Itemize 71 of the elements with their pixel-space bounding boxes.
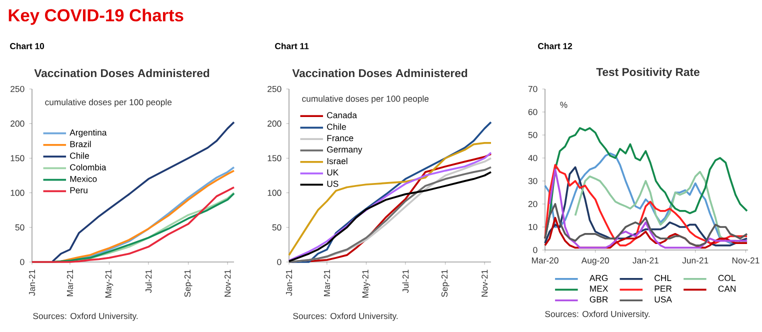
legend-label: CHL xyxy=(654,274,672,282)
legend-label: Peru xyxy=(70,187,88,194)
x-tick-label: Mar-20 xyxy=(532,257,558,264)
x-tick-label: Nov-21 xyxy=(482,270,488,297)
x-tick-label: Nov-21 xyxy=(224,270,231,297)
legend-label: Israel xyxy=(327,158,348,164)
y-tick-label: 50 xyxy=(272,224,282,230)
y-axis-title: % xyxy=(560,102,568,108)
legend-label: CAN xyxy=(718,286,736,292)
legend-label: France xyxy=(327,135,354,142)
y-tick-label: 200 xyxy=(10,120,24,127)
y-tick-label: 200 xyxy=(268,120,282,127)
legend-label: Argentina xyxy=(70,129,107,138)
chart-title: Vaccination Doses Administered xyxy=(292,68,468,78)
x-tick-label: Jul-21 xyxy=(145,270,152,293)
legend-label: MEX xyxy=(590,286,608,292)
x-tick-label: May-21 xyxy=(105,270,114,298)
x-tick-label: Mar-21 xyxy=(66,270,74,296)
legend-label: PER xyxy=(654,286,672,292)
x-tick-label: Aug-20 xyxy=(581,257,609,266)
legend-label: USA xyxy=(654,296,672,302)
y-tick-label: 250 xyxy=(268,86,282,92)
x-tick-label: Sep-21 xyxy=(184,270,192,297)
source-note: Sources: Oxford University. xyxy=(33,312,138,321)
legend-label: Colombia xyxy=(70,164,106,170)
y-tick-label: 150 xyxy=(268,155,282,162)
y-tick-label: 70 xyxy=(528,86,538,92)
text: Key COVID-19 Charts xyxy=(8,8,184,25)
y-tick-label: 0 xyxy=(20,258,24,266)
legend-label: US xyxy=(327,180,338,187)
x-tick-label: Jan-21 xyxy=(28,270,36,296)
chart-title: Vaccination Doses Administered xyxy=(34,68,210,78)
legend-label: Chile xyxy=(327,124,346,130)
legend-label: Mexico xyxy=(70,176,97,182)
y-tick-label: 20 xyxy=(528,200,538,208)
x-tick-label: Jul-21 xyxy=(402,270,409,293)
legend-label: ARG xyxy=(589,274,608,282)
legend-label: Chile xyxy=(70,152,89,159)
y-tick-label: 30 xyxy=(528,178,538,184)
chart-title: Test Positivity Rate xyxy=(596,68,700,78)
x-tick-label: Jun-21 xyxy=(682,257,708,264)
source-note: Sources: Oxford University. xyxy=(545,310,650,319)
legend-label: Brazil xyxy=(70,140,91,148)
legend-label: UK xyxy=(327,169,339,176)
y-tick-label: 150 xyxy=(10,155,24,162)
legend-label: Germany xyxy=(327,146,362,154)
caption: Chart 12 xyxy=(538,42,572,50)
source-note: Sources: Oxford University. xyxy=(293,312,398,321)
x-tick-label: Nov-21 xyxy=(732,257,760,264)
legend-label: COL xyxy=(718,274,736,282)
y-tick-label: 250 xyxy=(10,86,24,92)
caption: Chart 10 xyxy=(10,42,44,50)
y-axis-title: cumulative doses per 100 people xyxy=(302,95,429,104)
y-tick-label: 60 xyxy=(528,108,538,116)
y-tick-label: 100 xyxy=(10,190,24,196)
legend-label: GBR xyxy=(590,296,608,302)
y-tick-label: 50 xyxy=(15,224,24,230)
y-tick-label: 0 xyxy=(277,258,282,266)
x-tick-label: May-21 xyxy=(362,270,370,298)
y-tick-label: 10 xyxy=(528,224,538,230)
y-tick-label: 0 xyxy=(533,246,538,254)
y-tick-label: 50 xyxy=(528,132,538,138)
y-tick-label: 100 xyxy=(268,190,282,196)
x-tick-label: Mar-21 xyxy=(324,270,330,296)
caption: Chart 11 xyxy=(275,42,309,50)
x-tick-label: Jan-21 xyxy=(286,270,292,296)
legend-label: Canada xyxy=(327,112,357,118)
x-tick-label: Sep-21 xyxy=(441,270,450,297)
y-axis-title: cumulative doses per 100 people xyxy=(45,98,172,107)
x-tick-label: Jan-21 xyxy=(632,257,659,264)
y-tick-label: 40 xyxy=(528,154,538,162)
